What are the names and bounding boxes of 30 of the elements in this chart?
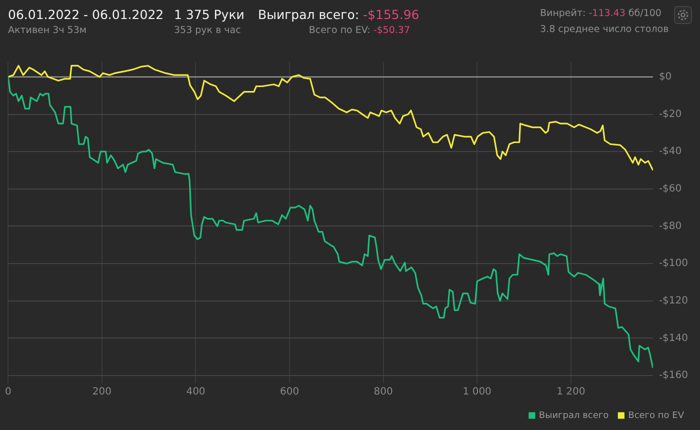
text: Всего по EV: (308, 25, 370, 36)
chart-subtitle: Активен 3ч 53м (8, 25, 87, 36)
y-tick-label: -$60 (658, 184, 682, 194)
text: 353 рук в час (174, 25, 241, 36)
x-tick-label: 400 (186, 386, 206, 398)
x-tick-label: 200 (92, 386, 112, 398)
y-tick-label: -$80 (658, 220, 682, 232)
y-tick-label: -$120 (658, 295, 688, 306)
legend-label: Всего по EV (628, 410, 685, 421)
x-tick-label: 800 (374, 386, 393, 398)
y-tick-label: -$20 (658, 108, 682, 120)
x-tick-label: 600 (280, 386, 300, 398)
text: 3.8 среднее число столов (540, 24, 669, 35)
text: Винрейт: (540, 8, 586, 19)
text: бб/100 (628, 8, 662, 19)
y-tick-label: -$140 (658, 332, 688, 344)
text: -$155.96 (363, 7, 420, 22)
chart-title: 06.01.2022 - 06.01.2022 (8, 7, 164, 22)
y-tick-label: $0 (658, 72, 672, 83)
x-tick-label: 0 (4, 386, 12, 398)
text: Выиграл всего: (258, 7, 360, 22)
text: -113.43 (588, 8, 626, 19)
legend-label: Выиграл всего (538, 410, 610, 421)
y-tick-label: -$40 (658, 146, 682, 158)
x-tick-label: 1 000 (462, 386, 492, 398)
y-tick-label: -$100 (658, 258, 688, 270)
y-tick-label: -$160 (658, 370, 688, 382)
text: -$50.37 (373, 25, 410, 36)
x-tick-label: 1 200 (556, 386, 586, 398)
text: 1 375 Руки (174, 7, 244, 22)
